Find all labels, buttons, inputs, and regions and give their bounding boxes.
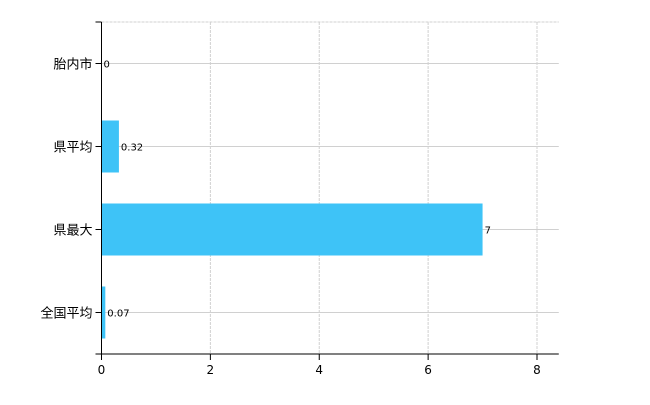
data-label: 0.32 xyxy=(121,143,143,154)
data-label: 0 xyxy=(104,60,110,71)
x-tick-label: 6 xyxy=(424,363,432,377)
category-label: 県最大 xyxy=(53,224,92,239)
x-tick-label: 2 xyxy=(207,363,215,377)
data-label: 0.07 xyxy=(107,309,129,320)
category-label: 全国平均 xyxy=(40,306,92,322)
category-label: 胎内市 xyxy=(53,57,92,73)
bar xyxy=(101,286,106,339)
data-label: 7 xyxy=(485,226,491,237)
x-tick-label: 8 xyxy=(533,363,541,377)
category-label: 県平均 xyxy=(53,141,92,156)
bar xyxy=(101,120,119,173)
x-tick-label: 4 xyxy=(315,363,323,377)
x-tick-label: 0 xyxy=(98,363,106,377)
bar xyxy=(101,203,483,256)
